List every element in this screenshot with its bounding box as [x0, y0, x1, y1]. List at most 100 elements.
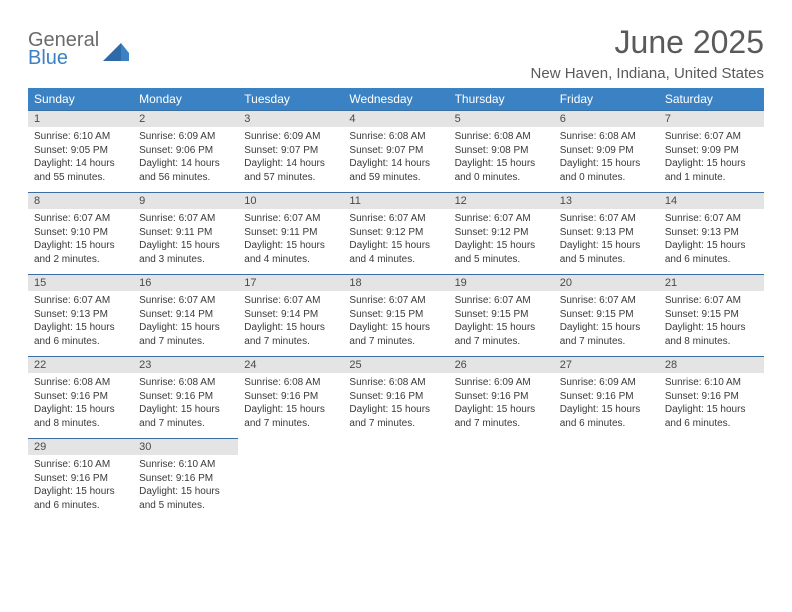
day-number: 14 — [659, 192, 764, 209]
day-number: 1 — [28, 110, 133, 127]
calendar-cell: 3Sunrise: 6:09 AMSunset: 9:07 PMDaylight… — [238, 110, 343, 192]
day-info: Sunrise: 6:08 AMSunset: 9:16 PMDaylight:… — [133, 373, 238, 438]
day-number: 22 — [28, 356, 133, 373]
day-number: 10 — [238, 192, 343, 209]
page-title: June 2025 — [531, 24, 764, 61]
day-number: 26 — [449, 356, 554, 373]
calendar-week-row: 15Sunrise: 6:07 AMSunset: 9:13 PMDayligh… — [28, 274, 764, 356]
day-number: 7 — [659, 110, 764, 127]
calendar-cell: 24Sunrise: 6:08 AMSunset: 9:16 PMDayligh… — [238, 356, 343, 438]
day-number: 27 — [554, 356, 659, 373]
day-info: Sunrise: 6:07 AMSunset: 9:11 PMDaylight:… — [238, 209, 343, 274]
day-number: 6 — [554, 110, 659, 127]
day-info: Sunrise: 6:07 AMSunset: 9:11 PMDaylight:… — [133, 209, 238, 274]
day-number: 17 — [238, 274, 343, 291]
calendar-cell: 13Sunrise: 6:07 AMSunset: 9:13 PMDayligh… — [554, 192, 659, 274]
calendar-cell: 26Sunrise: 6:09 AMSunset: 9:16 PMDayligh… — [449, 356, 554, 438]
weekday-header: Monday — [133, 88, 238, 110]
calendar-cell: 14Sunrise: 6:07 AMSunset: 9:13 PMDayligh… — [659, 192, 764, 274]
day-info: Sunrise: 6:10 AMSunset: 9:05 PMDaylight:… — [28, 127, 133, 192]
day-info: Sunrise: 6:08 AMSunset: 9:08 PMDaylight:… — [449, 127, 554, 192]
day-number: 12 — [449, 192, 554, 209]
day-info: Sunrise: 6:08 AMSunset: 9:09 PMDaylight:… — [554, 127, 659, 192]
day-number: 19 — [449, 274, 554, 291]
weekday-header: Tuesday — [238, 88, 343, 110]
day-info: Sunrise: 6:08 AMSunset: 9:16 PMDaylight:… — [28, 373, 133, 438]
day-number: 18 — [343, 274, 448, 291]
calendar-cell — [449, 438, 554, 520]
day-number: 21 — [659, 274, 764, 291]
logo: General Blue — [28, 30, 129, 68]
calendar-week-row: 22Sunrise: 6:08 AMSunset: 9:16 PMDayligh… — [28, 356, 764, 438]
day-number: 23 — [133, 356, 238, 373]
day-number: 11 — [343, 192, 448, 209]
calendar-cell — [554, 438, 659, 520]
day-info: Sunrise: 6:09 AMSunset: 9:07 PMDaylight:… — [238, 127, 343, 192]
calendar-header-row: SundayMondayTuesdayWednesdayThursdayFrid… — [28, 88, 764, 110]
day-info: Sunrise: 6:07 AMSunset: 9:13 PMDaylight:… — [554, 209, 659, 274]
calendar-cell: 21Sunrise: 6:07 AMSunset: 9:15 PMDayligh… — [659, 274, 764, 356]
day-info: Sunrise: 6:08 AMSunset: 9:16 PMDaylight:… — [238, 373, 343, 438]
day-info: Sunrise: 6:10 AMSunset: 9:16 PMDaylight:… — [133, 455, 238, 520]
calendar-cell: 22Sunrise: 6:08 AMSunset: 9:16 PMDayligh… — [28, 356, 133, 438]
calendar-body: 1Sunrise: 6:10 AMSunset: 9:05 PMDaylight… — [28, 110, 764, 520]
day-number: 28 — [659, 356, 764, 373]
weekday-header: Thursday — [449, 88, 554, 110]
day-info: Sunrise: 6:09 AMSunset: 9:16 PMDaylight:… — [554, 373, 659, 438]
calendar-cell: 1Sunrise: 6:10 AMSunset: 9:05 PMDaylight… — [28, 110, 133, 192]
day-info: Sunrise: 6:07 AMSunset: 9:10 PMDaylight:… — [28, 209, 133, 274]
calendar-cell: 27Sunrise: 6:09 AMSunset: 9:16 PMDayligh… — [554, 356, 659, 438]
day-number: 4 — [343, 110, 448, 127]
calendar-cell: 18Sunrise: 6:07 AMSunset: 9:15 PMDayligh… — [343, 274, 448, 356]
day-info: Sunrise: 6:07 AMSunset: 9:13 PMDaylight:… — [28, 291, 133, 356]
calendar-cell: 28Sunrise: 6:10 AMSunset: 9:16 PMDayligh… — [659, 356, 764, 438]
calendar-cell: 10Sunrise: 6:07 AMSunset: 9:11 PMDayligh… — [238, 192, 343, 274]
day-info: Sunrise: 6:07 AMSunset: 9:15 PMDaylight:… — [449, 291, 554, 356]
day-number: 2 — [133, 110, 238, 127]
weekday-header: Sunday — [28, 88, 133, 110]
day-number: 13 — [554, 192, 659, 209]
weekday-header: Wednesday — [343, 88, 448, 110]
calendar-cell — [659, 438, 764, 520]
calendar-cell: 5Sunrise: 6:08 AMSunset: 9:08 PMDaylight… — [449, 110, 554, 192]
day-info: Sunrise: 6:07 AMSunset: 9:15 PMDaylight:… — [343, 291, 448, 356]
calendar-cell: 6Sunrise: 6:08 AMSunset: 9:09 PMDaylight… — [554, 110, 659, 192]
calendar-week-row: 29Sunrise: 6:10 AMSunset: 9:16 PMDayligh… — [28, 438, 764, 520]
day-number: 25 — [343, 356, 448, 373]
calendar-cell: 8Sunrise: 6:07 AMSunset: 9:10 PMDaylight… — [28, 192, 133, 274]
day-number: 3 — [238, 110, 343, 127]
day-number: 30 — [133, 438, 238, 455]
calendar-cell: 7Sunrise: 6:07 AMSunset: 9:09 PMDaylight… — [659, 110, 764, 192]
logo-text-bottom: Blue — [28, 48, 68, 68]
calendar-cell: 12Sunrise: 6:07 AMSunset: 9:12 PMDayligh… — [449, 192, 554, 274]
logo-text: General Blue — [28, 30, 99, 68]
calendar-page: General Blue June 2025 New Haven, Indian… — [0, 0, 792, 544]
day-info: Sunrise: 6:07 AMSunset: 9:14 PMDaylight:… — [133, 291, 238, 356]
calendar-cell: 2Sunrise: 6:09 AMSunset: 9:06 PMDaylight… — [133, 110, 238, 192]
calendar-table: SundayMondayTuesdayWednesdayThursdayFrid… — [28, 88, 764, 520]
calendar-cell: 15Sunrise: 6:07 AMSunset: 9:13 PMDayligh… — [28, 274, 133, 356]
day-number: 8 — [28, 192, 133, 209]
day-info: Sunrise: 6:07 AMSunset: 9:12 PMDaylight:… — [343, 209, 448, 274]
day-number: 20 — [554, 274, 659, 291]
day-info: Sunrise: 6:08 AMSunset: 9:16 PMDaylight:… — [343, 373, 448, 438]
calendar-week-row: 8Sunrise: 6:07 AMSunset: 9:10 PMDaylight… — [28, 192, 764, 274]
day-info: Sunrise: 6:09 AMSunset: 9:06 PMDaylight:… — [133, 127, 238, 192]
day-info: Sunrise: 6:07 AMSunset: 9:15 PMDaylight:… — [554, 291, 659, 356]
day-info: Sunrise: 6:07 AMSunset: 9:12 PMDaylight:… — [449, 209, 554, 274]
calendar-cell: 9Sunrise: 6:07 AMSunset: 9:11 PMDaylight… — [133, 192, 238, 274]
location-text: New Haven, Indiana, United States — [531, 65, 764, 82]
day-number: 29 — [28, 438, 133, 455]
day-number: 9 — [133, 192, 238, 209]
day-number: 5 — [449, 110, 554, 127]
day-info: Sunrise: 6:07 AMSunset: 9:13 PMDaylight:… — [659, 209, 764, 274]
calendar-cell: 20Sunrise: 6:07 AMSunset: 9:15 PMDayligh… — [554, 274, 659, 356]
day-info: Sunrise: 6:10 AMSunset: 9:16 PMDaylight:… — [659, 373, 764, 438]
day-info: Sunrise: 6:07 AMSunset: 9:14 PMDaylight:… — [238, 291, 343, 356]
calendar-cell: 29Sunrise: 6:10 AMSunset: 9:16 PMDayligh… — [28, 438, 133, 520]
day-info: Sunrise: 6:10 AMSunset: 9:16 PMDaylight:… — [28, 455, 133, 520]
title-block: June 2025 New Haven, Indiana, United Sta… — [531, 24, 764, 82]
calendar-cell: 23Sunrise: 6:08 AMSunset: 9:16 PMDayligh… — [133, 356, 238, 438]
calendar-cell: 25Sunrise: 6:08 AMSunset: 9:16 PMDayligh… — [343, 356, 448, 438]
weekday-header: Friday — [554, 88, 659, 110]
